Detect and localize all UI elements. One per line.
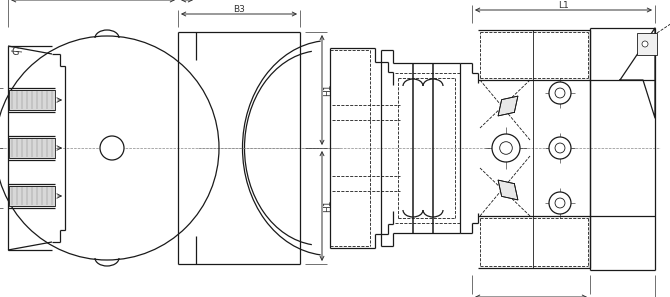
Text: H1: H1 [324, 84, 332, 96]
Bar [9, 90, 55, 110]
Circle shape [549, 82, 571, 104]
Text: B3: B3 [233, 4, 245, 13]
Text: G: G [11, 47, 19, 57]
Circle shape [100, 136, 124, 160]
Polygon shape [498, 180, 518, 200]
Bar [9, 186, 55, 206]
Text: L1: L1 [558, 1, 569, 10]
Polygon shape [498, 96, 518, 116]
Bar [637, 33, 657, 55]
Bar [9, 138, 55, 158]
Circle shape [549, 137, 571, 159]
Text: H1: H1 [324, 200, 332, 212]
Circle shape [492, 134, 520, 162]
Circle shape [642, 41, 648, 47]
Circle shape [549, 192, 571, 214]
